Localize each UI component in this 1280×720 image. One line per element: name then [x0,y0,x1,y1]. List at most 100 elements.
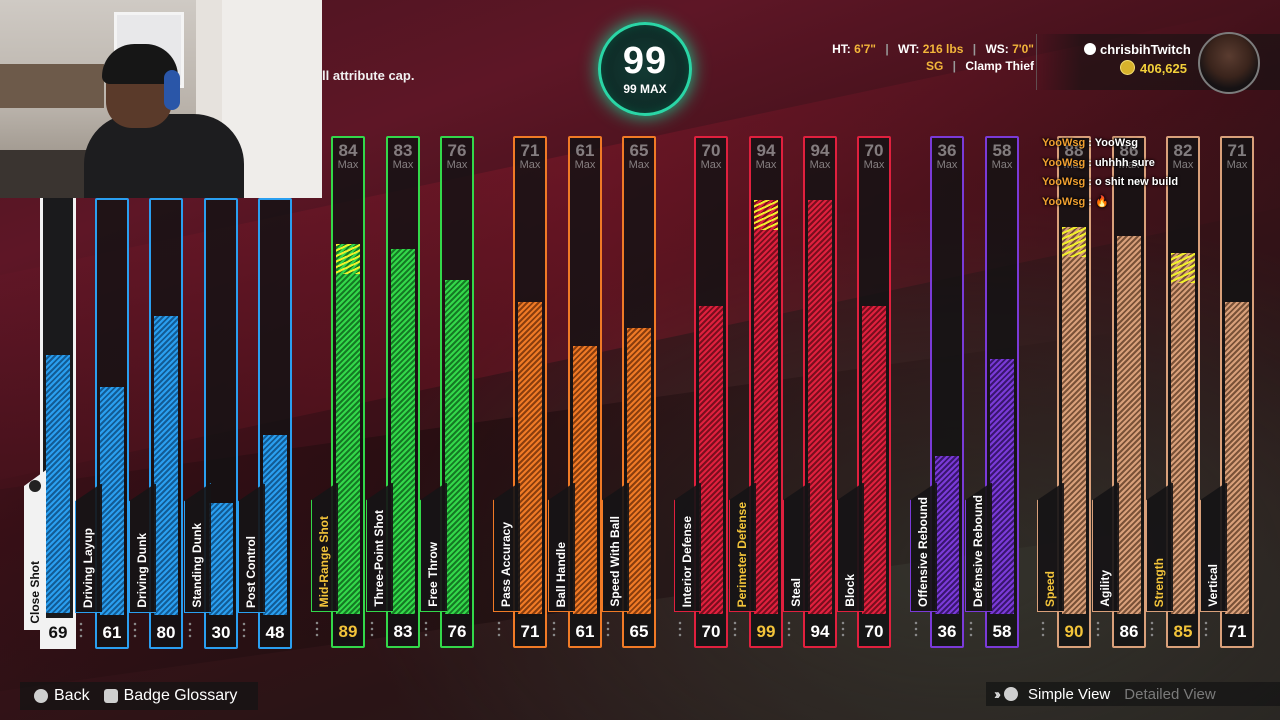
attribute-max-label: Max [574,159,596,171]
attribute-fill [1062,226,1086,614]
attribute-value: 69 [48,623,68,642]
attribute-bar-driving-dunk[interactable]: 80 Driving Dunk [129,198,183,649]
triangle-button-icon [1004,687,1018,701]
attribute-name: Driving Layup [81,527,95,608]
chat-message: YooWsg : 🔥 [1042,193,1178,213]
attribute-fill [209,502,233,615]
attribute-bar-offensive-rebound[interactable]: 36 Max 36 Offensive Rebound [910,136,964,648]
attribute-fill [935,455,959,614]
back-button[interactable]: Back [54,687,90,704]
dots-indicator [606,620,610,638]
attribute-max: 58 Max [985,142,1019,171]
attribute-upgrade-marker [1062,226,1086,257]
attribute-value: 48 [265,623,285,642]
attribute-fill [699,306,723,614]
chat-text: : YooWsg [1088,137,1138,149]
attribute-bar-three-point-shot[interactable]: 83 Max 83 Three-Point Shot [366,136,420,648]
attribute-max-value: 65 [629,141,649,160]
chat-username: YooWsg [1042,137,1089,149]
attribute-fill [627,328,651,614]
attribute-bar-standing-dunk[interactable]: 30 Standing Dunk [184,198,238,649]
attribute-bar-driving-layup[interactable]: 61 Driving Layup [75,198,129,649]
attribute-label-tab: Steal [783,482,810,612]
attribute-bar-mid-range-shot[interactable]: 84 Max 89 Mid-Range Shot [311,136,365,648]
attribute-value: 30 [211,623,231,642]
attribute-max-value: 71 [1227,141,1247,160]
attribute-bar-steal[interactable]: 94 Max 94 Steal [783,136,837,648]
attribute-bar-vertical[interactable]: 71 Max 71 Vertical [1200,136,1254,648]
chat-username: YooWsg [1042,195,1089,208]
attribute-max: 94 Max [803,142,837,171]
attribute-label-tab: Driving Layup [75,483,102,613]
attribute-bar-speed[interactable]: 88 Max 90 Speed [1037,136,1091,648]
detailed-view-tab[interactable]: Detailed View [1124,685,1216,703]
weight-value: 216 lbs [922,42,964,56]
attribute-max: 71 Max [1220,142,1254,171]
attribute-fill [808,200,832,614]
attribute-name: Defensive Rebound [971,494,985,607]
stream-chat: YooWsg : YooWsg YooWsg : uhhhh sure YooWsg… [1042,134,1178,212]
wingspan-value: 7'0" [1012,42,1034,56]
attribute-bar-post-control[interactable]: 48 Post Control [238,198,292,649]
attribute-fill [263,435,287,615]
attribute-value: 80 [156,623,176,642]
dots-indicator [914,620,918,638]
attribute-name: Agility [1098,570,1112,607]
attribute-name: Steal [789,578,803,607]
attribute-bar-agility[interactable]: 86 Max 86 Agility [1092,136,1146,648]
attribute-name: Vertical [1206,564,1220,607]
attribute-bar-free-throw[interactable]: 76 Max 76 Free Throw [420,136,474,648]
attribute-label-tab: Pass Accuracy [493,482,520,612]
height-value: 6'7" [854,42,876,56]
attribute-label-tab: Strength [1146,482,1173,612]
badge-glossary-button[interactable]: Badge Glossary [123,687,238,704]
attribute-label-tab: Free Throw [420,482,447,612]
height-label: HT: [832,42,851,56]
attribute-fill [1225,301,1249,614]
attribute-max-value: 76 [447,141,467,160]
attribute-name: Mid-Range Shot [317,515,331,607]
attribute-name: Close Shot [28,561,42,624]
attribute-max-value: 82 [1173,141,1193,160]
attribute-max-value: 71 [520,141,540,160]
attribute-bar-perimeter-defense[interactable]: 94 Max 99 Perimeter Defense [729,136,783,648]
attribute-fill [100,386,124,615]
attribute-max-value: 61 [575,141,595,160]
attribute-label-tab[interactable]: Close Shot [24,470,46,630]
attribute-max-value: 70 [701,141,721,160]
overall-rating-badge: 99 99 MAX [598,22,692,116]
attribute-value: 61 [575,622,595,641]
double-chevron-icon: ›› [994,685,1001,703]
dots-indicator [497,620,501,638]
attribute-fill [573,345,597,614]
simple-view-tab[interactable]: Simple View [1028,685,1111,703]
attribute-max-label: Max [1118,159,1140,171]
attribute-bar-close-shot[interactable]: 69 [40,198,76,649]
attribute-value: 58 [992,622,1012,641]
attribute-bar-defensive-rebound[interactable]: 58 Max 58 Defensive Rebound [965,136,1019,648]
dots-indicator [1041,620,1045,638]
attribute-value: 71 [520,622,540,641]
attribute-value: 90 [1064,622,1084,641]
dots-indicator [315,620,319,638]
attribute-name: Interior Defense [680,515,694,607]
attribute-fill [336,244,360,614]
attribute-max: 88 Max [1057,142,1091,171]
attribute-fill [518,301,542,614]
attribute-value: 71 [1227,622,1247,641]
circle-button-icon [34,689,48,703]
attribute-bar-pass-accuracy[interactable]: 71 Max 71 Pass Accuracy [493,136,547,648]
player-info: HT: 6'7" | WT: 216 lbs | WS: 7'0" SG | C… [832,42,1034,73]
attribute-max: 65 Max [622,142,656,171]
attribute-bar-block[interactable]: 70 Max 70 Block [837,136,891,648]
attribute-bar-interior-defense[interactable]: 70 Max 70 Interior Defense [674,136,728,648]
attribute-max-value: 84 [338,141,358,160]
attribute-label-tab: Vertical [1200,482,1227,612]
attribute-bar-speed-with-ball[interactable]: 65 Max 65 Speed With Ball [602,136,656,648]
dots-indicator [552,620,556,638]
attribute-max: 71 Max [513,142,547,171]
attribute-fill [391,248,415,614]
attribute-bar-ball-handle[interactable]: 61 Max 61 Ball Handle [548,136,602,648]
attribute-bar-strength[interactable]: 82 Max 85 Strength [1146,136,1200,648]
attribute-name: Perimeter Defense [735,501,749,607]
